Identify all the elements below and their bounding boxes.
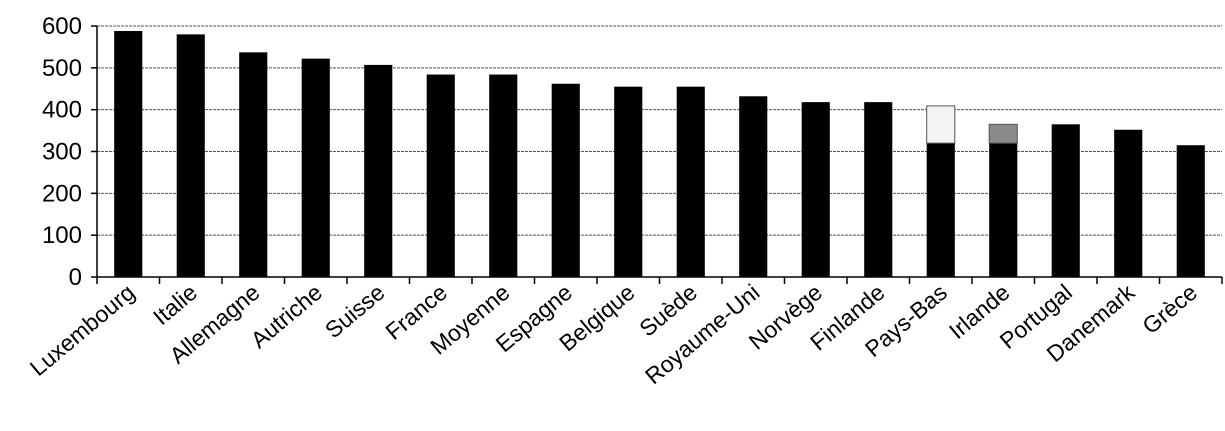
- bar: [489, 74, 518, 277]
- x-tick-labels: Luxembourg ItalieAllemagneAutricheSuisseF…: [25, 279, 1202, 390]
- y-tick-label: 0: [69, 264, 82, 291]
- x-tick-label: Autriche: [246, 279, 327, 353]
- bars: [114, 31, 1205, 278]
- bar: [739, 96, 768, 277]
- bar: [1176, 145, 1205, 277]
- y-tick-label: 500: [42, 55, 82, 82]
- x-tick-label: Luxembourg: [25, 279, 140, 381]
- bar: [364, 64, 393, 277]
- bar: [926, 143, 955, 277]
- bar: [989, 143, 1018, 277]
- bar-segment: [988, 123, 1018, 144]
- y-tick-label: 200: [42, 180, 82, 207]
- bar: [114, 31, 143, 277]
- y-tick-label: 600: [42, 13, 82, 40]
- bar: [176, 34, 205, 277]
- bar: [426, 74, 455, 277]
- bar: [676, 86, 705, 278]
- bar-segment: [926, 105, 956, 144]
- bar: [1114, 129, 1143, 277]
- axes: [96, 26, 1222, 278]
- bar: [1051, 124, 1080, 277]
- bar: [551, 83, 580, 277]
- x-tick-label: Grèce: [1137, 279, 1202, 339]
- bar: [239, 52, 268, 278]
- bar: [614, 86, 643, 278]
- x-tick-label: Suisse: [320, 279, 390, 343]
- x-tick-label: Italie: [148, 279, 202, 330]
- y-tick-labels: 0 100 200 300 400 500 600: [42, 13, 82, 291]
- bar: [801, 102, 830, 278]
- gridlines: [91, 25, 1223, 284]
- y-tick-label: 400: [42, 97, 82, 124]
- y-tick-label: 100: [42, 222, 82, 249]
- y-tick-label: 300: [42, 139, 82, 166]
- bar: [301, 58, 330, 277]
- bar: [864, 102, 893, 278]
